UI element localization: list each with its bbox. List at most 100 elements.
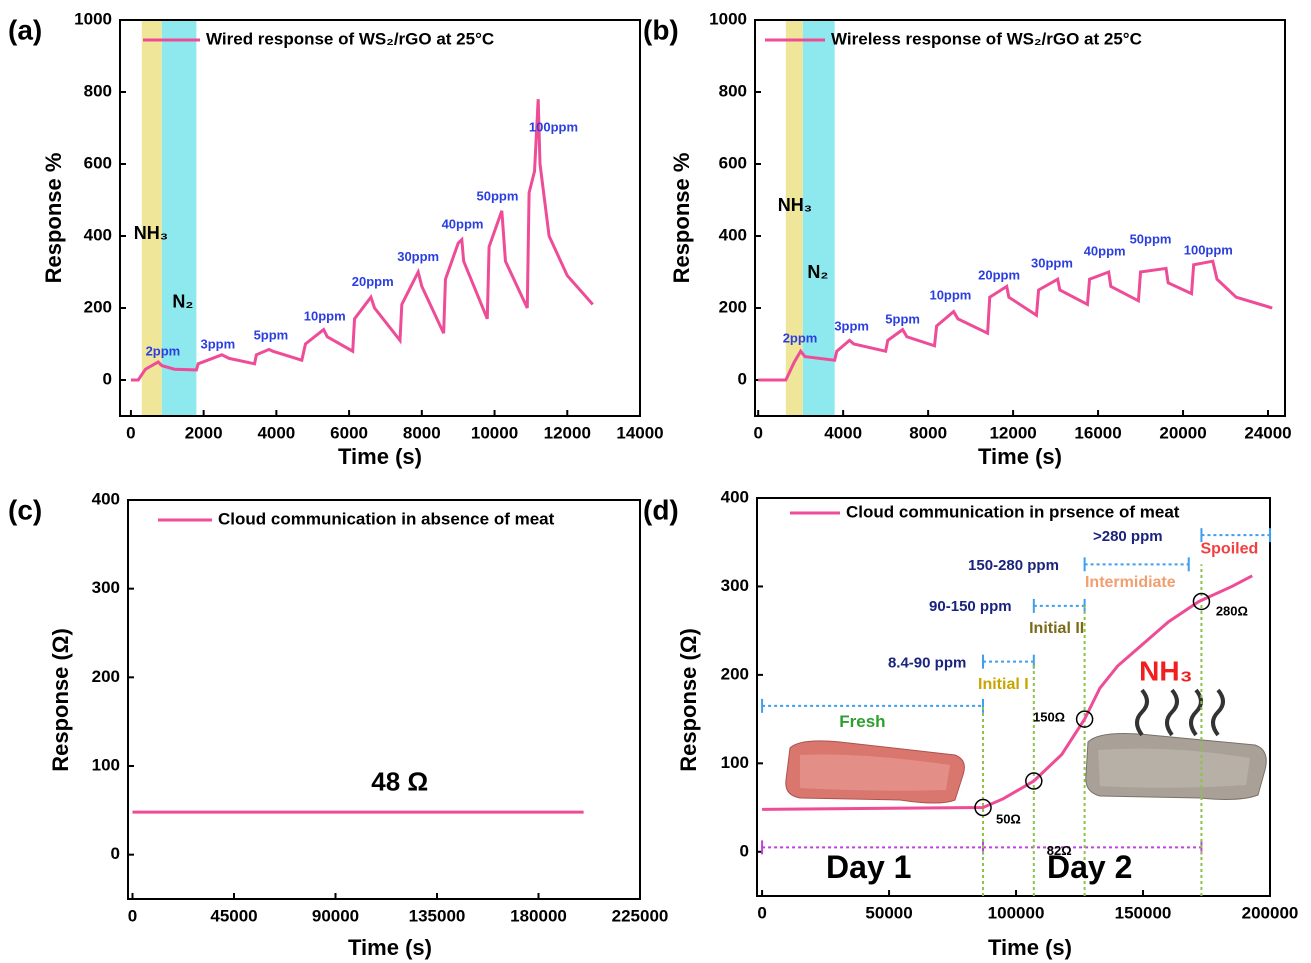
y-axis-label: Response % [669,153,694,284]
panel: 0 4000 8000 12000 16000 20000 24000 0 200 400 600 8… [643,9,1292,468]
exposure-band [802,20,835,416]
annotation: >280 ppm [1093,528,1163,545]
annotation: 8.4-90 ppm [888,654,966,671]
annotation: 3ppm [834,319,869,334]
exposure-band [161,20,197,416]
panel-label: (d) [643,494,679,525]
x-tick-label: 0 [126,423,135,442]
panel: 0 2000 4000 6000 8000 10000 12000 14000 0 200 400 6… [8,9,664,468]
annotation: N₂ [172,292,193,312]
y-tick-label: 0 [738,369,747,388]
x-tick-label: 135000 [409,906,466,925]
x-axis-label: Time (s) [988,935,1072,960]
x-tick-label: 200000 [1242,903,1299,922]
y-tick-label: 0 [103,369,112,388]
annotation: 40ppm [1084,243,1126,258]
meat-fresh [785,740,965,804]
y-tick-label: 1000 [74,9,112,28]
smell-line [1165,688,1179,737]
annotation: Day 1 [826,849,911,885]
annotation: Spoiled [1200,541,1258,558]
annotation: 150-280 ppm [968,557,1059,574]
x-tick-label: 6000 [330,423,368,442]
annotation: 40ppm [442,217,484,232]
x-tick-label: 50000 [865,903,912,922]
annotation: 50Ω [996,811,1021,826]
annotation: NH₃ [134,223,168,243]
annotation: Initial I [978,676,1029,693]
x-tick-label: 4000 [824,423,862,442]
x-tick-label: 100000 [988,903,1045,922]
legend-label: Cloud communication in prsence of meat [846,502,1180,521]
annotation: 30ppm [397,249,439,264]
plot-frame [119,19,641,417]
panel-label: (a) [8,14,42,45]
annotation: 48 Ω [371,767,428,797]
exposure-band [141,20,162,416]
y-tick-label: 300 [721,576,749,595]
annotation: 50ppm [1130,231,1172,246]
meat-marbling [800,754,950,791]
annotation: 20ppm [978,267,1020,282]
marker-circle [1075,710,1094,728]
smell-line [1135,688,1149,737]
annotation: 20ppm [352,274,394,289]
annotation: 10ppm [929,288,971,303]
annotation: Fresh [839,712,885,731]
y-tick-label: 800 [84,81,112,100]
legend-label: Wireless response of WS₂/rGO at 25°C [831,29,1142,48]
x-tick-label: 225000 [612,906,669,925]
x-tick-label: 20000 [1159,423,1206,442]
annotation: Initial II [1029,620,1084,637]
marker-circle [1025,772,1043,790]
marker-circle [1192,592,1211,611]
x-tick-label: 24000 [1244,423,1291,442]
y-tick-label: 200 [84,297,112,316]
x-tick-label: 14000 [616,423,663,442]
y-axis-label: Response (Ω) [676,628,701,772]
data-line [130,99,594,382]
y-tick-label: 400 [92,489,120,508]
x-tick-label: 16000 [1074,423,1121,442]
annotation: Day 2 [1047,849,1132,885]
annotation: 2ppm [146,343,181,358]
x-tick-label: 12000 [989,423,1036,442]
annotation: 5ppm [254,328,289,343]
annotation: NH₃ [778,195,812,215]
plot-frame [756,497,1271,897]
smell-lines [1135,688,1225,737]
annotation: 100ppm [529,119,578,134]
y-tick-label: 400 [719,225,747,244]
annotation: 50ppm [477,189,519,204]
panel-label: (c) [8,494,42,525]
y-tick-label: 400 [721,487,749,506]
y-tick-label: 400 [84,225,112,244]
meat-spoiled [1085,733,1267,800]
annotation: 5ppm [885,311,920,326]
annotation: NH₃ [1139,656,1192,687]
x-tick-label: 45000 [210,906,257,925]
y-tick-label: 100 [92,755,120,774]
y-tick-label: 0 [740,841,749,860]
x-tick-label: 8000 [909,423,947,442]
smell-line [1189,688,1203,737]
annotation: N₂ [807,262,828,282]
x-axis-label: Time (s) [348,935,432,960]
y-axis-label: Response (Ω) [48,628,73,772]
x-tick-label: 0 [753,423,762,442]
x-tick-label: 150000 [1115,903,1172,922]
marker-circle [974,798,992,817]
panel: 0 45000 90000 135000 180000 225000 0 100 200 300 4… [8,489,668,959]
x-axis-label: Time (s) [338,444,422,469]
legend-label: Cloud communication in absence of meat [218,509,555,528]
y-tick-label: 200 [92,667,120,686]
y-axis-label: Response % [41,153,66,284]
x-tick-label: 8000 [403,423,441,442]
y-tick-label: 600 [84,153,112,172]
annotation: 90-150 ppm [929,598,1012,615]
x-axis-label: Time (s) [978,444,1062,469]
y-tick-label: 0 [111,844,120,863]
x-tick-label: 180000 [510,906,567,925]
data-line [762,574,1253,811]
